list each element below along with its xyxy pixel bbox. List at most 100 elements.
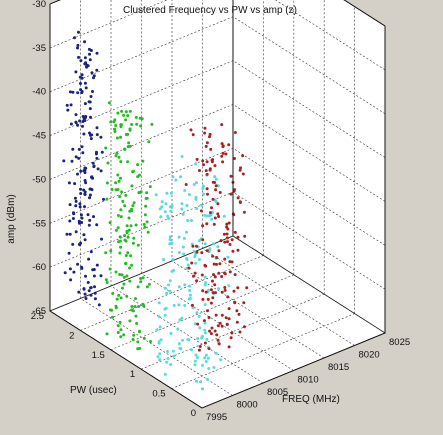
x-tick-label: 8005	[267, 387, 288, 398]
data-point	[223, 286, 227, 289]
data-point	[225, 232, 229, 236]
data-point	[169, 209, 173, 213]
data-point	[221, 160, 225, 164]
data-point	[79, 82, 82, 85]
data-point	[166, 350, 169, 353]
data-point	[124, 118, 128, 122]
data-point	[130, 263, 134, 267]
data-point	[145, 220, 149, 224]
y-tick-label: 2	[69, 330, 74, 341]
data-point	[78, 119, 82, 123]
data-point	[214, 188, 218, 192]
data-point	[242, 325, 246, 329]
data-point	[88, 100, 92, 104]
data-point	[129, 224, 133, 228]
data-point	[180, 202, 184, 206]
data-point	[235, 309, 239, 313]
data-point	[154, 193, 158, 197]
data-point	[68, 203, 72, 207]
data-point	[220, 313, 224, 317]
data-point	[214, 351, 218, 355]
data-point	[216, 338, 220, 342]
data-point	[157, 315, 161, 319]
data-point	[196, 322, 200, 326]
data-point	[83, 292, 87, 296]
data-point	[78, 242, 81, 246]
data-point	[233, 230, 237, 234]
data-point	[177, 235, 181, 239]
data-point	[95, 68, 99, 72]
data-point	[172, 354, 176, 358]
y-tick-label: 1	[130, 369, 135, 380]
data-point	[243, 234, 247, 238]
data-point	[122, 282, 126, 286]
data-point	[217, 342, 221, 346]
data-point	[99, 135, 103, 139]
data-point	[227, 345, 231, 349]
data-point	[184, 230, 188, 234]
data-point	[74, 113, 78, 117]
data-point	[79, 213, 83, 217]
data-point	[171, 257, 175, 261]
data-point	[226, 240, 229, 244]
data-point	[203, 341, 207, 345]
data-point	[104, 251, 108, 255]
data-point	[205, 187, 209, 191]
data-point	[195, 207, 199, 211]
data-point	[216, 245, 220, 249]
y-tick-label: 0	[191, 408, 196, 419]
data-point	[233, 131, 237, 134]
data-point	[224, 316, 228, 320]
data-point	[225, 236, 229, 240]
data-point	[208, 211, 212, 215]
data-point	[69, 122, 73, 126]
axis-line	[201, 332, 386, 409]
data-point	[88, 218, 92, 222]
data-point	[212, 366, 216, 369]
data-points	[62, 30, 249, 391]
data-point	[124, 261, 128, 265]
data-point	[171, 175, 175, 179]
data-point	[69, 278, 73, 282]
data-point	[139, 277, 143, 280]
data-point	[83, 238, 87, 242]
data-point	[162, 258, 166, 261]
data-point	[74, 70, 78, 74]
data-point	[218, 191, 222, 194]
data-point	[119, 296, 123, 300]
data-point	[230, 331, 234, 335]
data-point	[119, 215, 123, 219]
data-point	[177, 285, 181, 289]
data-point	[203, 303, 207, 307]
data-point	[123, 234, 127, 237]
data-point	[80, 145, 84, 149]
data-point	[72, 211, 75, 215]
data-point	[76, 123, 80, 127]
data-point	[207, 347, 211, 351]
data-point	[188, 297, 192, 300]
data-point	[142, 222, 146, 226]
z-tick-label: -65	[32, 306, 46, 317]
data-point	[71, 147, 75, 151]
data-point	[196, 337, 200, 340]
data-point	[180, 316, 184, 320]
data-point	[99, 169, 103, 173]
chart-title: Clustered Frequency vs PW vs amp (z)	[123, 5, 297, 16]
data-point	[211, 291, 215, 295]
data-point	[225, 322, 229, 326]
data-point	[91, 161, 95, 165]
z-tick-label: -55	[32, 218, 46, 229]
data-point	[199, 209, 203, 213]
data-point	[212, 262, 216, 266]
data-point	[136, 175, 140, 179]
data-point	[95, 150, 98, 154]
data-point	[114, 154, 118, 158]
data-point	[182, 236, 186, 240]
z-tick-label: -35	[32, 43, 46, 54]
data-point	[120, 109, 124, 113]
data-point	[121, 286, 124, 290]
data-point	[224, 152, 228, 156]
data-point	[77, 156, 81, 160]
data-point	[117, 240, 121, 244]
data-point	[194, 162, 198, 166]
